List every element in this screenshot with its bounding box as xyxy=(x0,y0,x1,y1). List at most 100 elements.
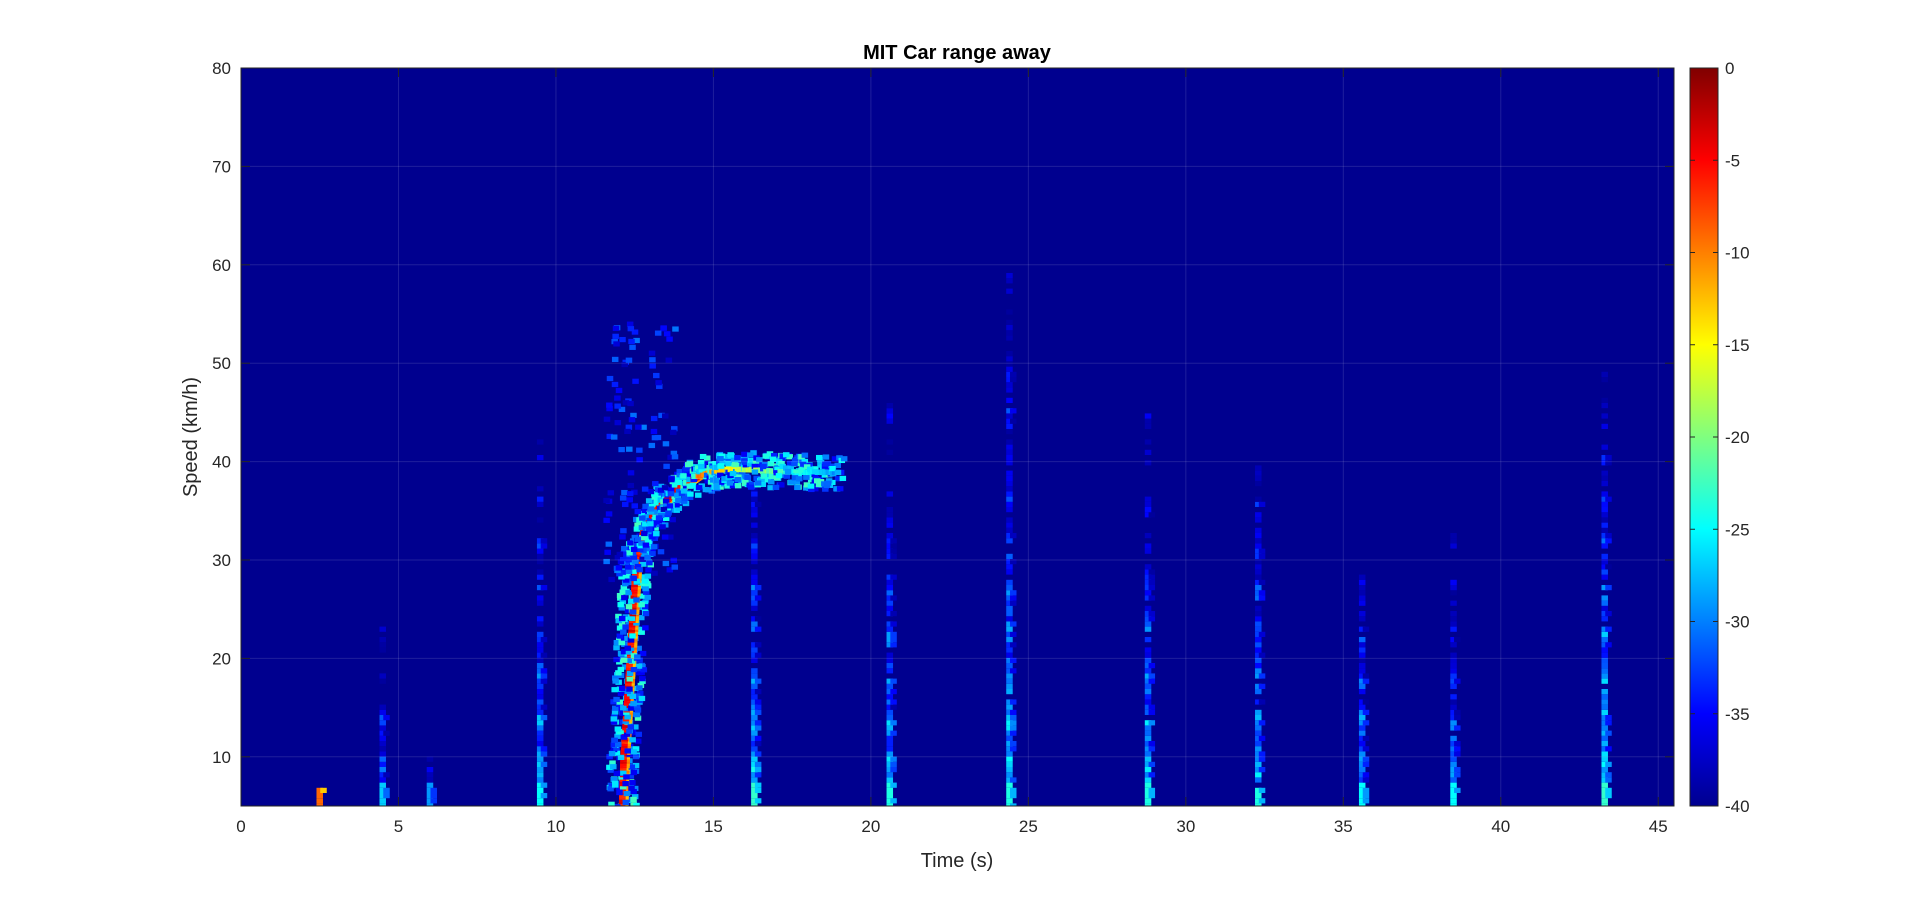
streak-cell xyxy=(1258,595,1266,601)
streak-cell xyxy=(1450,663,1457,669)
streak-cell xyxy=(536,746,544,752)
streak-cell xyxy=(1601,787,1608,793)
streak-cell xyxy=(1601,626,1608,632)
streak-cell xyxy=(754,616,762,622)
track-halo-cell xyxy=(626,547,633,553)
streak-cell xyxy=(1362,626,1370,632)
noise-cell xyxy=(648,442,656,449)
streak-cell xyxy=(1006,699,1013,705)
track-halo-cell xyxy=(822,461,829,467)
x-tick-label: 20 xyxy=(861,817,880,836)
streak-cell xyxy=(886,709,894,715)
streak-cell xyxy=(536,787,544,793)
track-halo-cell xyxy=(717,456,724,462)
track-halo-cell xyxy=(708,488,716,494)
streak-cell xyxy=(886,652,894,658)
noise-cell xyxy=(630,575,637,582)
track-halo-cell xyxy=(801,452,809,458)
streak-cell xyxy=(1450,741,1457,747)
track-halo-cell xyxy=(616,592,624,599)
streak-cell xyxy=(1006,527,1013,533)
track-halo-cell xyxy=(638,510,646,516)
streak-cell xyxy=(1601,631,1608,637)
streak-cell xyxy=(1006,564,1013,570)
track-halo-cell xyxy=(630,796,637,803)
y-tick-label: 80 xyxy=(212,59,231,78)
streak-cell xyxy=(1006,683,1013,689)
noise-cell xyxy=(649,357,656,363)
streak-cell xyxy=(1255,761,1262,767)
streak-cell xyxy=(886,642,894,648)
streak-cell xyxy=(1006,642,1013,648)
noise-cell xyxy=(655,380,662,386)
streak-cell xyxy=(890,543,897,549)
streak-cell xyxy=(751,694,758,700)
track-halo-cell xyxy=(812,466,819,472)
streak-cell xyxy=(1601,657,1608,663)
streak-cell xyxy=(536,683,544,689)
track-halo-cell xyxy=(613,639,621,646)
track-halo-cell xyxy=(808,486,815,493)
streak-cell xyxy=(1148,709,1156,715)
track-halo-cell xyxy=(626,676,634,682)
streak-cell xyxy=(1006,455,1013,461)
noise-cell xyxy=(660,325,667,331)
track-halo-cell xyxy=(639,664,646,670)
streak-cell xyxy=(1358,579,1366,585)
streak-cell xyxy=(1009,699,1017,705)
track-halo-cell xyxy=(630,653,638,659)
track-halo-cell xyxy=(628,705,635,711)
noise-cell xyxy=(665,510,672,516)
streak-cell xyxy=(890,782,897,788)
streak-cell xyxy=(1144,590,1152,596)
x-axis: 0 5 10 15 20 25 30 35 40 45 xyxy=(236,68,1668,836)
streak-cell xyxy=(1006,325,1013,331)
streak-cell xyxy=(886,538,894,544)
track-halo-cell xyxy=(637,580,645,586)
streak-cell xyxy=(1454,751,1461,757)
streak-cell xyxy=(751,595,758,601)
streak-cell xyxy=(886,751,894,757)
track-halo-cell xyxy=(611,709,619,715)
streak-cell xyxy=(426,777,434,783)
track-cell xyxy=(834,469,842,476)
track-halo-cell xyxy=(783,452,790,458)
track-halo-cell xyxy=(635,663,643,669)
track-halo-cell xyxy=(622,624,629,630)
noise-cell xyxy=(665,357,673,363)
track-halo-cell xyxy=(748,458,756,464)
streak-cell xyxy=(751,585,758,591)
streak-cell xyxy=(1144,777,1152,783)
track-halo-cell xyxy=(611,808,618,813)
track-halo-cell xyxy=(632,762,640,769)
streak-cell xyxy=(1148,616,1156,622)
streak-cell xyxy=(1601,699,1608,705)
track-halo-cell xyxy=(621,545,628,552)
track-halo-cell xyxy=(767,485,774,491)
colorbar-tick-label: -10 xyxy=(1725,244,1750,263)
streak-cell xyxy=(1601,564,1608,570)
streak-cell xyxy=(379,673,386,679)
streak-cell xyxy=(1006,278,1013,284)
streak-cell xyxy=(1601,517,1608,523)
streak-cell xyxy=(1148,787,1156,793)
track-halo-cell xyxy=(653,500,661,506)
streak-cell xyxy=(751,683,758,689)
streak-cell xyxy=(540,668,548,674)
track-halo-cell xyxy=(647,521,654,527)
streak-cell xyxy=(536,699,544,705)
streak-cell xyxy=(1601,595,1608,601)
streak-cell xyxy=(1009,595,1017,601)
streak-cell xyxy=(1009,787,1017,793)
streak-cell xyxy=(1358,590,1366,596)
noise-cell xyxy=(672,326,679,332)
streak-cell xyxy=(536,741,544,747)
streak-cell xyxy=(1255,553,1262,559)
streak-cell xyxy=(1144,449,1152,455)
noise-cell xyxy=(662,560,670,567)
streak-cell xyxy=(1006,595,1013,601)
track-halo-cell xyxy=(734,483,742,489)
streak-cell xyxy=(1450,761,1457,767)
streak-cell xyxy=(1601,553,1608,559)
track-halo-cell xyxy=(634,738,642,744)
